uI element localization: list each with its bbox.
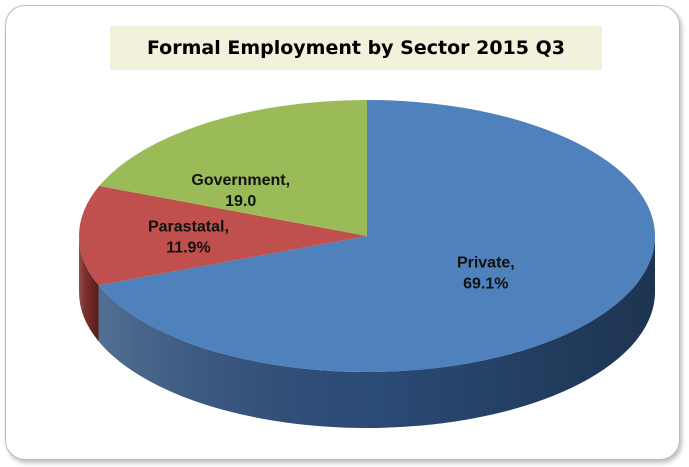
slice-label-value: 11.9% <box>166 240 210 257</box>
slice-label-category: Parastatal, <box>148 219 229 236</box>
pie-side-shade-private <box>98 236 655 428</box>
slice-label-category: Private, <box>457 254 515 271</box>
pie-slice-private <box>98 100 656 372</box>
pie-slice-parastatal <box>79 185 367 286</box>
slice-label-government: Government, 19.0 <box>191 172 290 210</box>
chart-title: Formal Employment by Sector 2015 Q3 <box>110 26 602 70</box>
slice-label-category: Government, <box>191 172 290 189</box>
slice-label-private: Private, 69.1% <box>457 254 515 292</box>
pie-side-shade-parastatal <box>79 236 99 342</box>
slice-label-value: 19.0 <box>225 193 256 210</box>
slice-label-value: 69.1% <box>463 275 508 292</box>
pie-slice-government <box>99 100 368 236</box>
slice-label-parastatal: Parastatal, 11.9% <box>148 219 229 257</box>
